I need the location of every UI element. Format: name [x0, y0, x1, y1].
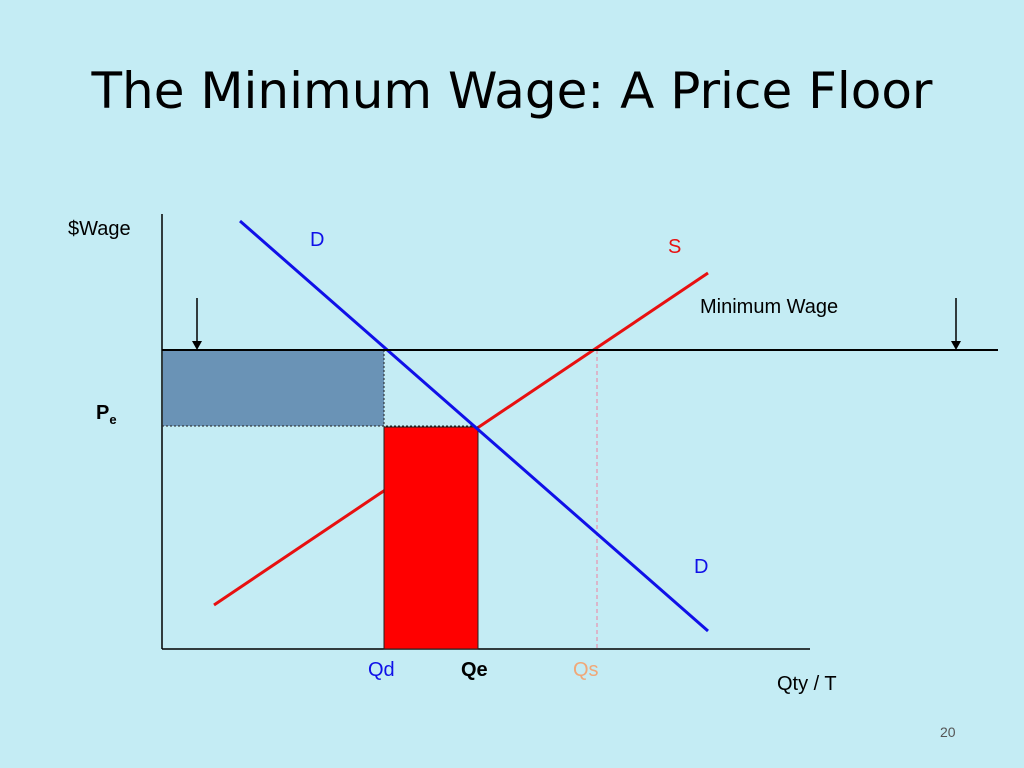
qe-label: Qe — [461, 659, 488, 681]
minimum-wage-label: Minimum Wage — [700, 296, 839, 318]
qd-label: Qd — [368, 659, 395, 681]
y-axis-label: $Wage — [68, 218, 131, 240]
x-axis-label: Qty / T — [777, 673, 837, 695]
right-arrow-icon — [951, 298, 961, 350]
slide-title: The Minimum Wage: A Price Floor — [91, 62, 933, 120]
pe-subscript: e — [109, 412, 117, 427]
employment-loss-area-cover — [383, 426, 479, 650]
qs-label: Qs — [573, 659, 599, 681]
demand-label-bottom: D — [694, 556, 709, 578]
page-number: 20 — [940, 724, 956, 740]
left-arrow-icon — [192, 298, 202, 350]
supply-label: S — [668, 236, 682, 258]
demand-label-top: D — [310, 229, 325, 251]
pe-main: P — [96, 402, 110, 424]
demand-curve — [239, 219, 709, 633]
wage-gain-area — [163, 350, 384, 426]
pe-label: Pe — [96, 402, 117, 427]
